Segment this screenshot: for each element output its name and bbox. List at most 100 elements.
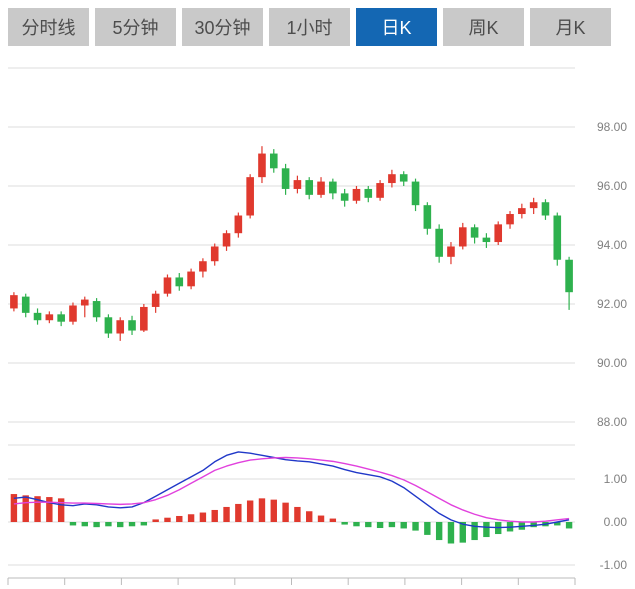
candle-body[interactable] <box>10 295 18 309</box>
macd-bar <box>447 522 455 544</box>
macd-bar <box>34 496 41 522</box>
macd-bar <box>46 497 53 522</box>
macd-bar <box>294 506 301 522</box>
dif-line <box>13 451 570 529</box>
macd-bar <box>69 522 77 526</box>
macd-bar <box>483 522 490 538</box>
tab-30分钟[interactable]: 30分钟 <box>182 8 263 46</box>
dea-line <box>13 456 570 523</box>
candle-body[interactable] <box>33 312 42 321</box>
macd-bar <box>306 511 313 522</box>
tab-月K[interactable]: 月K <box>530 8 611 46</box>
candle-body[interactable] <box>423 205 432 229</box>
candle-body[interactable] <box>151 293 160 307</box>
candle-body[interactable] <box>222 233 231 247</box>
candle-body[interactable] <box>305 180 314 195</box>
candle-body[interactable] <box>518 208 526 215</box>
candle-body[interactable] <box>376 183 384 198</box>
tab-1小时[interactable]: 1小时 <box>269 8 350 46</box>
candle-body[interactable] <box>458 227 467 247</box>
macd-bar <box>199 512 207 522</box>
candle-body[interactable] <box>69 305 77 322</box>
macd-bar <box>187 514 195 522</box>
price-axis-label: 88.00 <box>597 415 627 429</box>
candle-body[interactable] <box>258 153 266 178</box>
candle-body[interactable] <box>340 193 349 201</box>
candle-body[interactable] <box>411 181 420 206</box>
macd-bar <box>22 495 29 522</box>
macd-bar <box>459 522 466 543</box>
macd-bar <box>164 517 171 522</box>
interval-tab-bar: 分时线 5分钟 30分钟 1小时 日K 周K 月K <box>8 8 611 46</box>
macd-bar <box>152 519 159 522</box>
macd-bar <box>412 522 419 531</box>
candle-body[interactable] <box>163 277 172 294</box>
tab-5分钟[interactable]: 5分钟 <box>95 8 176 46</box>
candle-body[interactable] <box>352 188 361 201</box>
macd-axis-label: 0.00 <box>604 515 628 529</box>
macd-axis-label: 1.00 <box>604 472 628 486</box>
macd-bar <box>424 522 431 535</box>
price-axis-label: 90.00 <box>597 356 627 370</box>
macd-bar <box>140 522 148 526</box>
macd-bar <box>10 494 18 522</box>
macd-bar <box>400 522 407 529</box>
macd-bar <box>258 498 266 522</box>
macd-axis-label: -1.00 <box>600 558 628 572</box>
candle-body[interactable] <box>435 228 443 257</box>
candle-body[interactable] <box>140 306 148 331</box>
price-axis-label: 92.00 <box>597 297 627 311</box>
candle-body[interactable] <box>565 259 573 293</box>
price-axis-label: 98.00 <box>597 120 627 134</box>
macd-bar <box>223 506 230 522</box>
price-axis-label: 94.00 <box>597 238 627 252</box>
tab-分时线[interactable]: 分时线 <box>8 8 89 46</box>
candle-body[interactable] <box>80 299 89 306</box>
candle-body[interactable] <box>45 314 54 321</box>
candle-body[interactable] <box>210 246 219 262</box>
candle-body[interactable] <box>470 227 479 238</box>
macd-bar <box>388 522 396 528</box>
macd-bar <box>117 522 124 528</box>
candle-body[interactable] <box>175 277 184 287</box>
tab-日K[interactable]: 日K <box>356 8 437 46</box>
macd-bar <box>329 518 337 522</box>
candle-body[interactable] <box>506 214 514 225</box>
candle-body[interactable] <box>293 180 302 189</box>
tab-周K[interactable]: 周K <box>443 8 524 46</box>
candle-body[interactable] <box>281 168 290 189</box>
candle-body[interactable] <box>92 301 101 318</box>
candle-body[interactable] <box>447 246 455 257</box>
candle-body[interactable] <box>364 188 373 198</box>
candle-body[interactable] <box>187 271 195 287</box>
candle-body[interactable] <box>104 317 113 334</box>
macd-bar <box>282 502 289 522</box>
candle-body[interactable] <box>388 174 396 184</box>
candle-body[interactable] <box>128 320 136 331</box>
candle-body[interactable] <box>21 296 30 313</box>
candle-body[interactable] <box>494 224 503 243</box>
macd-bar <box>211 509 218 522</box>
macd-bar <box>554 522 561 526</box>
candle-body[interactable] <box>541 202 550 216</box>
macd-bar <box>530 522 537 528</box>
candle-body[interactable] <box>329 181 337 194</box>
candle-body[interactable] <box>269 153 278 169</box>
macd-bar <box>57 498 65 522</box>
macd-bar <box>128 522 136 527</box>
candle-body[interactable] <box>246 177 254 216</box>
candle-body[interactable] <box>234 215 243 234</box>
candle-body[interactable] <box>317 181 325 195</box>
candle-body[interactable] <box>199 261 207 272</box>
candle-body[interactable] <box>57 314 65 322</box>
candle-body[interactable] <box>553 215 562 260</box>
macd-bar <box>235 503 242 522</box>
candle-body[interactable] <box>116 320 125 334</box>
macd-bar <box>176 515 183 522</box>
candle-body[interactable] <box>529 202 538 209</box>
macd-bar <box>81 522 88 527</box>
macd-bar <box>353 522 360 527</box>
candle-body[interactable] <box>399 174 408 182</box>
candle-body[interactable] <box>482 237 491 243</box>
